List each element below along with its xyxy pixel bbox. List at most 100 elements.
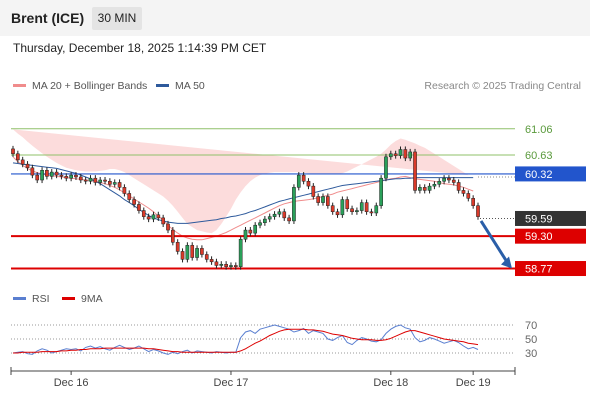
legend-9ma: 9MA: [62, 293, 103, 305]
candle: [374, 202, 379, 217]
candle: [364, 199, 369, 215]
candle: [54, 169, 59, 179]
candle: [93, 175, 98, 186]
legend-rsi: RSI: [13, 293, 50, 305]
candle: [98, 176, 103, 186]
candle: [335, 208, 340, 218]
candle: [393, 150, 398, 159]
candle: [311, 183, 316, 200]
candle: [103, 176, 107, 185]
candle: [190, 242, 195, 261]
candle: [456, 179, 461, 194]
rsi-9ma-line: [13, 328, 479, 354]
candle: [442, 175, 446, 185]
level-tag: [515, 261, 586, 277]
candle: [418, 184, 422, 194]
candle: [74, 172, 78, 181]
candle: [355, 207, 359, 215]
candle: [316, 193, 320, 206]
level-tag: [515, 228, 586, 244]
time-axis-label: Dec 18: [373, 377, 408, 389]
candle: [277, 208, 282, 218]
candle: [359, 199, 364, 214]
interval-button[interactable]: 30 MIN: [92, 7, 142, 30]
level-label: 58.77: [525, 264, 553, 276]
level-resistance-61.06: 61.06: [11, 124, 553, 136]
candle: [108, 178, 112, 188]
legend-bollinger: MA 20 + Bollinger Bands: [13, 80, 147, 92]
candle: [156, 211, 161, 221]
candle: [69, 172, 73, 182]
candle: [141, 207, 146, 220]
candle: [214, 258, 219, 269]
candle: [229, 262, 233, 270]
candle: [137, 201, 141, 214]
candle: [243, 227, 248, 243]
candle: [122, 184, 127, 197]
candle: [16, 150, 20, 163]
candle: [83, 176, 88, 185]
candle: [403, 146, 408, 162]
forecast-arrowhead: [501, 256, 512, 269]
candle: [35, 172, 40, 184]
candle: [258, 219, 262, 229]
level-label: 59.30: [525, 231, 553, 243]
candle: [151, 211, 156, 223]
candle: [321, 193, 325, 206]
candle: [146, 213, 151, 223]
candle: [369, 208, 374, 217]
timestamp: Thursday, December 18, 2025 1:14:39 PM C…: [13, 41, 267, 55]
candle: [161, 214, 165, 228]
chart-header: Brent (ICE) 30 MIN: [0, 0, 590, 36]
candle: [49, 169, 54, 180]
legend-swatch-bollinger: [13, 83, 26, 87]
candle: [471, 195, 475, 209]
level-lines-layer: 61.06 60.63 60.32 59.59 59.30 58.77: [11, 124, 586, 277]
candle: [59, 172, 64, 180]
candle: [233, 262, 238, 270]
candle: [64, 173, 69, 182]
candle: [204, 251, 209, 263]
candle: [350, 205, 354, 215]
candle: [88, 175, 93, 185]
rsi-tick-label: 30: [525, 348, 537, 360]
candle: [292, 184, 296, 224]
candle: [40, 167, 44, 184]
candle: [330, 202, 335, 215]
candle: [267, 213, 272, 223]
candle: [326, 193, 330, 209]
candle: [25, 161, 30, 171]
level-resistance-60.63: 60.63: [11, 150, 553, 162]
candle: [175, 239, 180, 255]
candle: [306, 178, 311, 190]
candle: [209, 256, 214, 265]
legend-label-rsi: RSI: [32, 293, 50, 305]
level-label: 60.63: [525, 150, 553, 162]
level-label: 60.32: [525, 169, 553, 181]
legend-swatch-9ma: [62, 296, 75, 300]
level-pivot-60.32: 60.32: [11, 166, 586, 182]
candle: [427, 183, 432, 194]
candle: [272, 211, 277, 220]
candle: [296, 172, 301, 191]
candle: [11, 145, 15, 157]
level-support-58.77: 58.77: [11, 261, 586, 277]
candle: [45, 167, 49, 180]
level-label: 61.06: [525, 124, 553, 136]
level-tag: [515, 210, 586, 226]
candle: [437, 178, 442, 188]
candle: [466, 190, 471, 202]
level-label: 59.59: [525, 213, 553, 225]
candle: [432, 181, 437, 190]
rsi-tick-label: 70: [525, 320, 537, 332]
legend-swatch-rsi: [13, 296, 26, 300]
candle: [287, 214, 291, 224]
forecast-layer: [479, 220, 512, 269]
candle: [253, 222, 258, 237]
legend-label-ma50: MA 50: [175, 80, 205, 92]
candle: [20, 156, 25, 168]
candle: [185, 242, 190, 263]
level-last-59.59: 59.59: [480, 210, 586, 226]
candle: [238, 236, 243, 270]
level-support-59.30: 59.30: [11, 228, 586, 244]
